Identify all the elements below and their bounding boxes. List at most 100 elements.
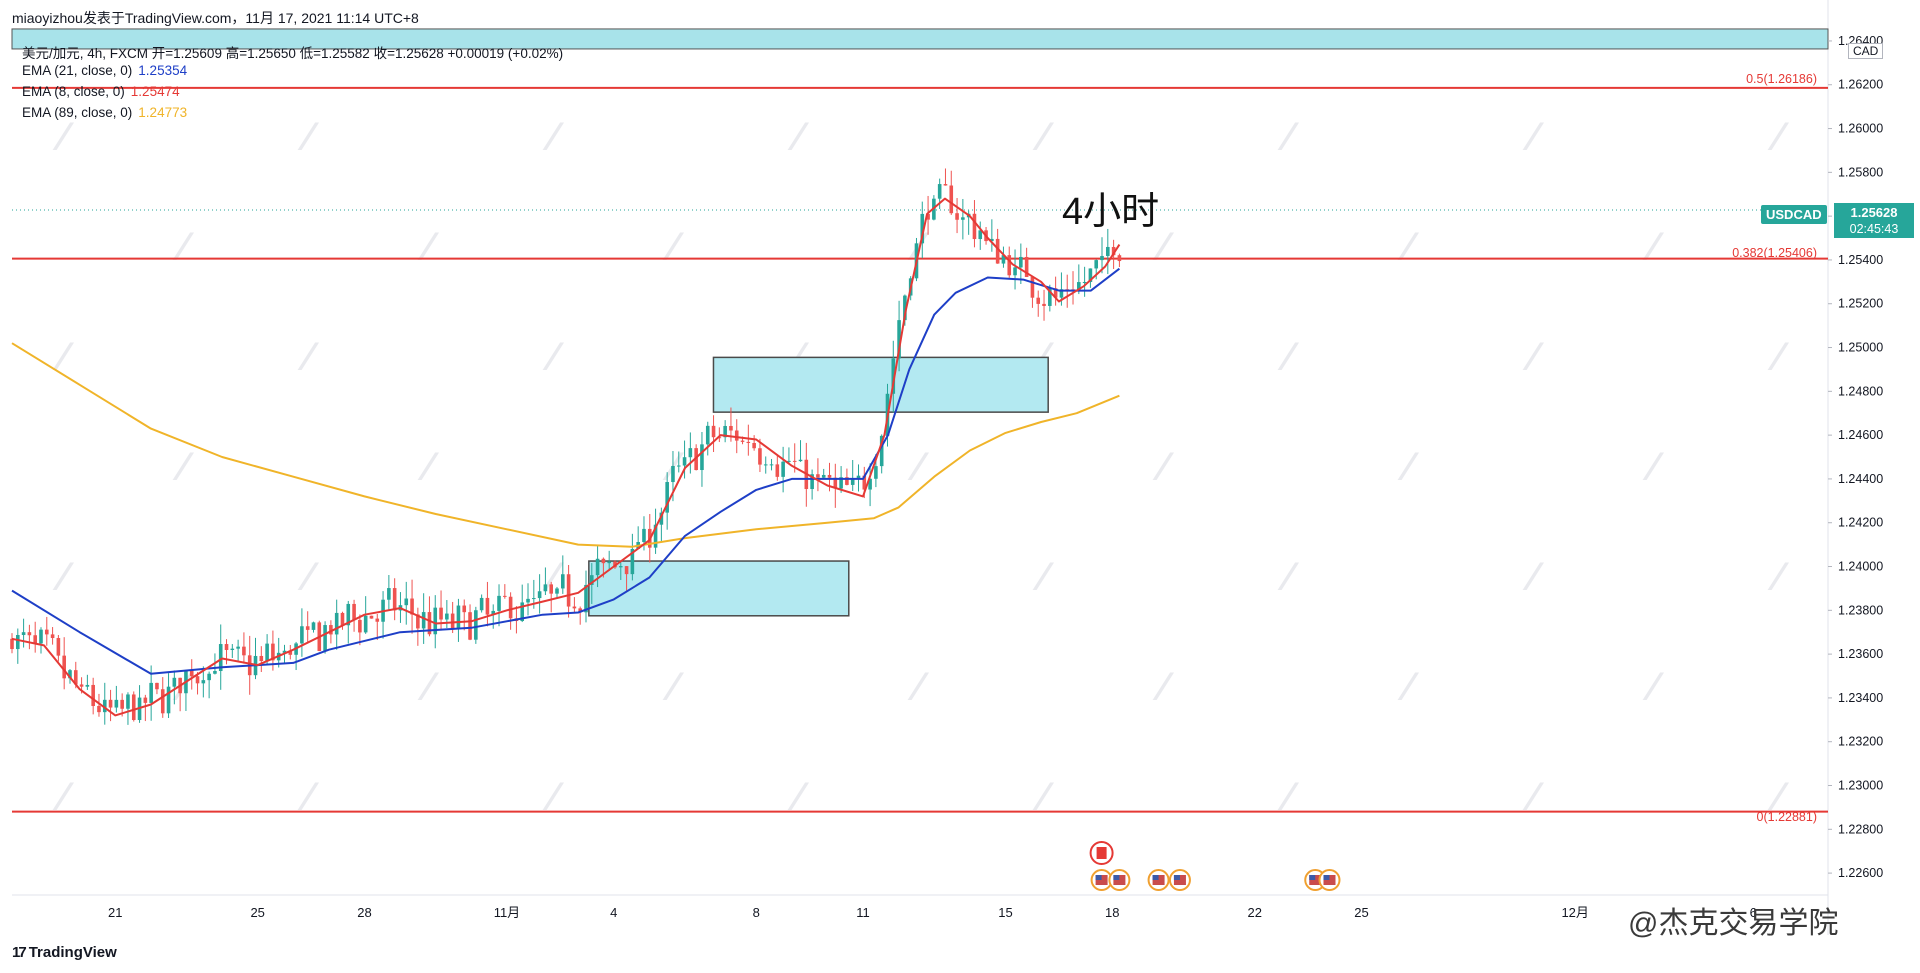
us-flag-icon-canton (1152, 875, 1159, 880)
candle-body (160, 689, 165, 714)
x-tick-label: 8 (753, 905, 760, 920)
candle-body (189, 670, 194, 677)
candle-body (595, 558, 600, 576)
candle-body (311, 622, 316, 630)
candle-body (752, 442, 756, 449)
candle-body (392, 588, 397, 611)
ema21-legend[interactable]: EMA (21, close, 0) 1.25354 (22, 63, 187, 78)
candle-body (688, 448, 693, 458)
candle-body (671, 466, 675, 483)
candle-body (949, 185, 954, 214)
candle-body (879, 435, 884, 467)
candle-body (1106, 246, 1110, 256)
candle-body (10, 638, 14, 650)
candle-body (39, 629, 43, 644)
candle-body (729, 425, 733, 431)
us-flag-icon-canton (1173, 875, 1180, 880)
candle-body (236, 646, 240, 649)
candle-body (68, 670, 72, 679)
candle-body (926, 213, 930, 220)
timeframe-annotation: 4小时 (1062, 191, 1160, 233)
x-tick-label: 6 (1750, 905, 1757, 920)
candle-body (1094, 260, 1099, 269)
candle-body (1036, 297, 1041, 304)
currency-badge[interactable]: CAD (1848, 43, 1884, 59)
us-flag-icon-canton (1095, 875, 1102, 880)
us-flag-icon-canton (1113, 875, 1120, 880)
ema8-legend[interactable]: EMA (8, close, 0) 1.25474 (22, 84, 180, 99)
candle-body (456, 605, 461, 629)
candle-body (897, 320, 901, 359)
candle-body (346, 603, 351, 626)
candle-body (375, 618, 380, 622)
candle-body (990, 238, 994, 242)
candle-body (102, 699, 107, 713)
candle-body (485, 597, 490, 615)
candle-body (781, 461, 785, 477)
y-tick-label: 1.22800 (1838, 822, 1883, 836)
tradingview-logo[interactable]: 17 TradingView (12, 944, 117, 961)
x-tick-label: 22 (1247, 905, 1261, 920)
candle-body (572, 606, 577, 609)
candle-body (630, 548, 635, 575)
candle-body (27, 632, 32, 636)
candle-body (421, 612, 426, 629)
candle-body (775, 464, 780, 477)
candle-body (468, 612, 472, 640)
candle-body (143, 697, 148, 703)
candle-body (537, 591, 542, 599)
y-tick-label: 1.24200 (1838, 516, 1883, 530)
fib-label-0.382: 0.382(1.25406) (1732, 246, 1817, 260)
candle-body (126, 694, 130, 709)
y-tick-label: 1.26200 (1838, 78, 1883, 92)
candle-body (242, 646, 246, 656)
candle-body (259, 655, 264, 662)
candle-body (665, 482, 669, 513)
candle-body (624, 566, 629, 575)
candle-body (358, 619, 362, 633)
candle-body (33, 635, 37, 644)
candle-body (717, 437, 722, 439)
y-tick-label: 1.24400 (1838, 472, 1883, 486)
candle-body (816, 474, 820, 478)
candle-body (56, 638, 61, 656)
publisher-line: miaoyizhou发表于TradingView.com，11月 17, 202… (12, 10, 419, 26)
candle-body (856, 475, 861, 480)
candle-body (271, 643, 275, 661)
candle-body (659, 512, 664, 525)
x-tick-label: 28 (357, 905, 371, 920)
candle-body (1001, 255, 1006, 264)
candle-body (787, 460, 791, 462)
y-tick-label: 1.25000 (1838, 341, 1883, 355)
candle-body (1042, 303, 1046, 306)
candle-body (62, 655, 66, 679)
x-tick-label: 12月 (1561, 905, 1588, 920)
candle-body (1019, 256, 1023, 268)
candle-body (97, 706, 101, 713)
y-tick-label: 1.24600 (1838, 428, 1883, 442)
ema21-line (11, 267, 1121, 675)
candle-body (108, 699, 113, 708)
candle-body (526, 598, 530, 603)
ema8-label: EMA (8, close, 0) (22, 84, 125, 99)
candle-body (21, 632, 26, 636)
candle-body (265, 643, 269, 662)
candle-body (50, 634, 55, 639)
candle-body (833, 477, 838, 489)
candle-body (1082, 281, 1087, 283)
candle-body (549, 584, 554, 594)
candle-body (1013, 267, 1017, 276)
y-tick-label: 1.24000 (1838, 560, 1883, 574)
candle-body (995, 238, 1000, 264)
candle-body (676, 465, 681, 467)
candle-body (792, 460, 797, 462)
candle-body (16, 635, 20, 650)
y-tick-label: 1.25400 (1838, 253, 1883, 267)
ema89-label: EMA (89, close, 0) (22, 105, 133, 120)
x-tick-label: 15 (998, 905, 1012, 920)
candle-body (479, 597, 484, 611)
ema89-legend[interactable]: EMA (89, close, 0) 1.24773 (22, 105, 187, 120)
candle-body (131, 694, 136, 721)
candle-body (827, 474, 832, 478)
